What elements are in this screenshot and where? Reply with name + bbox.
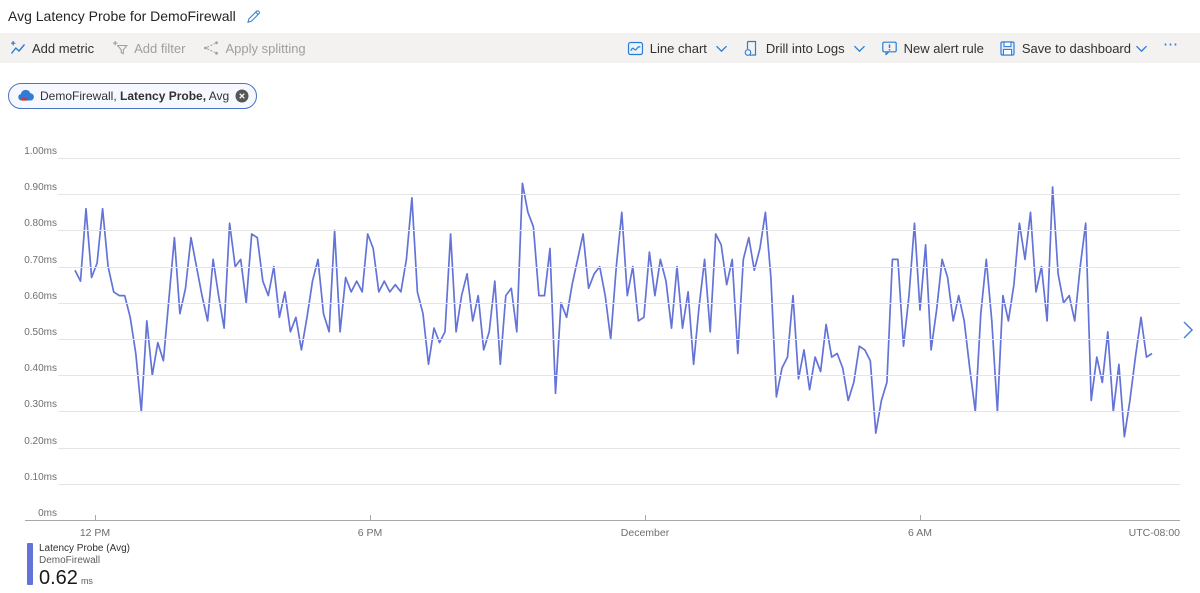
series-line (74, 182, 1153, 438)
gridline (58, 230, 1180, 232)
x-axis-label: 6 PM (357, 527, 383, 539)
y-axis-label: 0.20ms (24, 435, 57, 447)
y-axis-label: 1.00ms (24, 146, 57, 157)
y-axis-label: 0ms (38, 508, 57, 519)
toolbar-left-group: Add metric Add filter Apply splitting (10, 40, 306, 56)
x-axis-line (25, 520, 1180, 521)
new-alert-rule-button[interactable]: New alert rule (881, 40, 984, 57)
gridline (58, 375, 1180, 377)
y-axis-label: 0.50ms (24, 327, 57, 338)
drill-into-logs-button[interactable]: Drill into Logs (743, 40, 866, 57)
gridline (58, 411, 1180, 413)
legend-value-row: 0.62 ms (39, 568, 130, 589)
gridline (58, 483, 1180, 485)
more-icon: ⋯ (1163, 36, 1180, 53)
edit-title-button[interactable] (245, 8, 262, 25)
legend-series-name: Latency Probe (Avg) (39, 543, 130, 554)
gridline (58, 447, 1180, 449)
pill-resource: DemoFirewall, (40, 89, 117, 103)
remove-metric-button[interactable] (235, 89, 249, 103)
pill-metric: Latency Probe, (120, 89, 207, 103)
gridline (58, 266, 1180, 268)
y-axis-label: 0.30ms (24, 399, 57, 411)
save-to-dashboard-button[interactable]: Save to dashboard (999, 40, 1148, 57)
apply-splitting-label: Apply splitting (225, 40, 306, 56)
x-axis-tick (645, 515, 646, 520)
gridline (58, 339, 1180, 340)
add-filter-label: Add filter (134, 40, 186, 56)
legend-unit: ms (80, 576, 93, 586)
add-metric-button[interactable]: Add metric (10, 40, 94, 56)
save-icon (999, 40, 1016, 57)
gridline (58, 302, 1180, 304)
chart-toolbar: Add metric Add filter Apply splitting (0, 33, 1200, 63)
save-to-dashboard-label: Save to dashboard (1021, 40, 1131, 56)
y-axis-label: 0.40ms (24, 363, 57, 375)
legend-color-bar (27, 543, 33, 585)
metric-pill[interactable]: DemoFirewall, Latency Probe, Avg (8, 83, 258, 109)
apply-splitting-icon (203, 40, 219, 56)
x-axis-tick (370, 515, 371, 520)
legend-resource-name: DemoFirewall (39, 555, 101, 566)
legend-avg-value: 0.62 (39, 567, 78, 589)
legend-text: Latency Probe (Avg) DemoFirewall 0.62 ms (39, 543, 130, 589)
x-axis-label: 12 PM (79, 527, 111, 539)
toolbar-right-group: Line chart Drill into Logs (627, 37, 1180, 57)
chevron-right-icon (1182, 320, 1195, 340)
pill-text: DemoFirewall, Latency Probe, Avg (40, 89, 229, 103)
chevron-down-icon (853, 42, 866, 55)
x-axis-label: December (620, 527, 670, 539)
x-axis-tick (920, 515, 921, 520)
add-metric-label: Add metric (32, 40, 95, 56)
line-chart-icon (627, 40, 644, 57)
pencil-icon (245, 8, 262, 25)
x-axis-tick (95, 515, 96, 520)
chart-title-row: Avg Latency Probe for DemoFirewall (8, 4, 262, 28)
drill-into-logs-icon (743, 40, 760, 57)
line-chart-button[interactable]: Line chart (627, 40, 728, 57)
new-alert-rule-icon (881, 40, 898, 57)
add-metric-icon (10, 40, 26, 56)
y-axis-label: 0.70ms (24, 254, 57, 266)
apply-splitting-button[interactable]: Apply splitting (203, 40, 306, 56)
x-axis-label: 6 AM (908, 527, 932, 539)
chevron-down-icon (715, 42, 728, 55)
y-axis-label: 0.80ms (24, 218, 57, 230)
add-filter-icon (112, 40, 128, 56)
close-icon (235, 89, 249, 103)
firewall-icon (17, 89, 34, 103)
chevron-down-icon (1135, 42, 1148, 55)
x-axis-utc-note: UTC-08:00 (1128, 527, 1180, 539)
legend-item[interactable]: Latency Probe (Avg) DemoFirewall 0.62 ms (27, 543, 130, 589)
y-axis-label: 0.90ms (24, 182, 57, 194)
gridline (58, 194, 1180, 196)
line-chart-label: Line chart (649, 40, 707, 56)
metrics-chart: 1.00ms 0.90ms 0.80ms 0.70ms 0.60ms 0.50ms 0.40… (0, 140, 1200, 545)
page-title: Avg Latency Probe for DemoFirewall (8, 8, 236, 24)
more-options-button[interactable]: ⋯ (1163, 37, 1180, 56)
new-alert-rule-label: New alert rule (903, 40, 984, 56)
chart-plot (74, 182, 1153, 438)
add-filter-button[interactable]: Add filter (112, 40, 185, 56)
pill-aggregation: Avg (208, 89, 230, 103)
y-axis-label: 0.60ms (24, 290, 57, 302)
drill-into-logs-label: Drill into Logs (765, 40, 845, 56)
chart-scroll-next-button[interactable] (1182, 318, 1198, 342)
y-axis-label: 0.10ms (24, 471, 57, 483)
gridline (58, 158, 1180, 159)
